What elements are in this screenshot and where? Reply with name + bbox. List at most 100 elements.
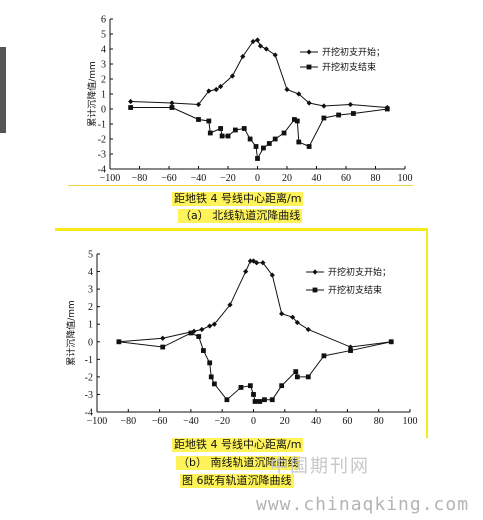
y-tick-label: 2 [88, 302, 93, 313]
data-point-square [188, 330, 194, 336]
y-tick-label: -3 [85, 390, 93, 401]
y-axis-title: 累计沉降值/mm [86, 61, 98, 127]
data-point-square [269, 397, 275, 403]
data-point-square [238, 385, 244, 390]
figure-caption: 图 6既有轨道沉降曲线 [180, 474, 294, 488]
legend-label: 开挖初支结束 [322, 61, 376, 73]
data-point-diamond [347, 101, 354, 108]
panel-caption-b: （b） 南线轨道沉降曲线 [176, 456, 301, 470]
data-point-square [241, 126, 247, 131]
data-point-square [247, 383, 253, 389]
data-point-square [305, 374, 311, 380]
x-tick-label: 0 [255, 173, 260, 184]
data-point-diamond [160, 335, 166, 341]
data-point-square [225, 133, 231, 139]
y-tick-label: 4 [88, 267, 93, 278]
data-point-diamond [206, 88, 212, 94]
divider-right [426, 228, 428, 438]
data-point-square [291, 117, 297, 122]
x-tick-label: 80 [374, 416, 384, 427]
data-point-square [306, 144, 312, 149]
data-point-square [336, 112, 342, 118]
x-tick-label: −100 [100, 173, 121, 184]
x-tick-label: −40 [191, 173, 207, 184]
data-point-diamond [290, 314, 296, 320]
data-point-square [253, 144, 259, 149]
y-tick-label: -1 [98, 120, 106, 131]
data-point-square [232, 127, 238, 133]
data-point-diamond [347, 344, 354, 350]
x-tick-label: −80 [132, 173, 148, 184]
x-tick-label: 100 [398, 173, 413, 184]
data-point-square [279, 383, 285, 389]
data-point-diamond [128, 98, 134, 105]
data-point-diamond [263, 46, 269, 52]
data-point-square [224, 397, 230, 403]
data-point-diamond [296, 91, 302, 97]
y-tick-label: 1 [101, 90, 106, 101]
chart-panel-a: -4 -3 -2 -1 0 1 2 3 4 5 6 −100 −80 −60 −40 −20 0 20 40 60 80… [86, 15, 413, 185]
data-point-square [252, 399, 258, 404]
x-tick-label: 20 [280, 416, 290, 427]
x-tick-label: −20 [214, 416, 230, 427]
y-tick-label: -1 [85, 355, 93, 366]
data-point-square [384, 106, 390, 112]
data-point-square [201, 348, 206, 353]
series-line-end [130, 107, 388, 161]
x-tick-label: 40 [312, 173, 322, 184]
legend-label: 开挖初支开始； [328, 266, 391, 278]
data-point-diamond [218, 83, 224, 90]
x-tick-label: 80 [371, 173, 381, 184]
legend-marker-square [312, 287, 318, 293]
data-point-square [262, 397, 267, 403]
data-point-diamond [213, 86, 219, 93]
data-point-square [388, 339, 394, 345]
series-line-end [118, 332, 392, 402]
data-point-square [251, 392, 256, 397]
x-tick-label: −40 [183, 416, 199, 427]
data-point-diamond [169, 100, 175, 106]
data-point-diamond [254, 37, 261, 43]
x-tick-label: −80 [120, 416, 136, 427]
data-point-diamond [247, 258, 253, 264]
legend-label: 开挖初支结束 [328, 284, 382, 296]
data-point-diamond [321, 103, 327, 109]
x-tick-label: 60 [341, 173, 351, 184]
legend-marker-diamond [306, 49, 312, 55]
data-point-square [296, 139, 302, 145]
y-tick-label: 5 [101, 30, 106, 41]
x-tick-label: 60 [342, 416, 352, 427]
data-point-square [206, 118, 212, 124]
data-point-diamond [243, 268, 249, 275]
data-point-square [321, 353, 327, 359]
data-point-diamond [240, 53, 246, 60]
divider-top [68, 185, 413, 186]
y-tick-label: -4 [85, 408, 93, 419]
y-tick-label: 0 [101, 105, 106, 116]
x-tick-label: 20 [282, 173, 292, 184]
page-edge-tab [0, 47, 6, 133]
data-point-square [272, 136, 278, 142]
data-point-square [169, 105, 175, 110]
data-point-square [208, 374, 214, 380]
x-tick-label: −20 [220, 173, 236, 184]
y-tick-label: 0 [88, 337, 93, 348]
data-point-diamond [191, 328, 197, 334]
data-point-square [207, 130, 213, 136]
data-point-square [257, 399, 263, 404]
x-axis-title-b: 距地铁 4 号线中心距离/m [172, 438, 304, 452]
data-point-diamond [260, 260, 266, 266]
data-point-diamond [229, 73, 236, 79]
y-tick-label: 5 [88, 250, 93, 261]
data-point-square [350, 111, 356, 116]
y-tick-label: -3 [98, 150, 106, 161]
data-point-diamond [257, 43, 264, 49]
data-point-square [266, 141, 272, 146]
y-tick-label: 2 [101, 75, 106, 86]
data-point-diamond [199, 326, 205, 333]
x-tick-label: 40 [311, 416, 321, 427]
y-axis-title: 累计沉降值/mm [65, 300, 77, 366]
data-point-square [160, 344, 166, 350]
panel-caption-a: （a） 北线轨道沉降曲线 [178, 209, 303, 223]
data-point-diamond [195, 101, 202, 108]
